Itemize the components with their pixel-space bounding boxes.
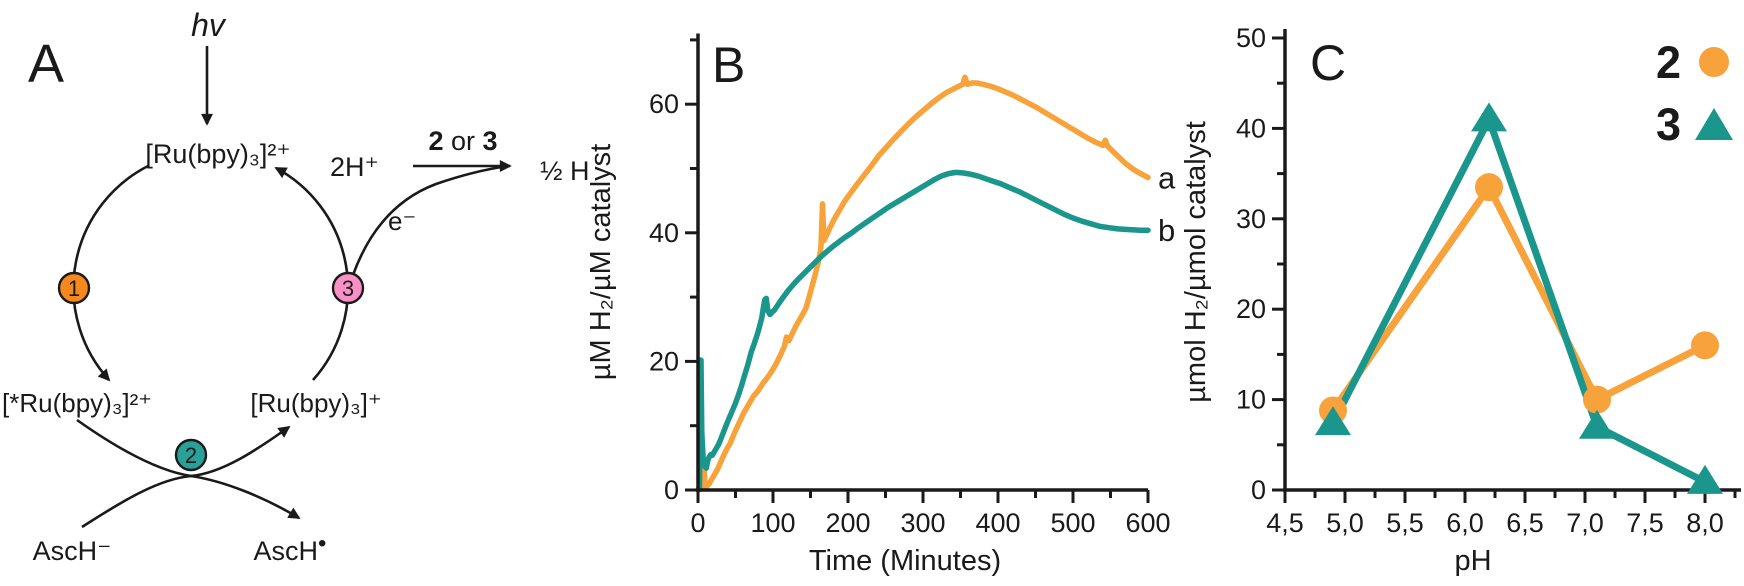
photon-label: hv [191,7,227,43]
panel-label: C [1310,35,1346,91]
x-tick-label: 300 [900,508,945,538]
donor-radical-label: AscH• [254,530,327,566]
x-tick-label: 5,5 [1386,508,1424,538]
y-tick-label: 20 [1236,294,1266,324]
x-axis-title: pH [1454,545,1491,577]
species-excited-label: [*Ru(bpy)₃]²⁺ [2,388,152,418]
x-tick-label: 7,0 [1566,508,1604,538]
cycle-arc-right [274,166,350,381]
x-tick-label: 500 [1050,508,1095,538]
step-badge-2-number: 2 [185,443,197,468]
series-b-end-label: b [1158,213,1175,248]
series-a-line [695,74,1151,493]
ph-profile-canvas: 4,5 5,0 5,5 6,0 6,5 7,0 7,5 8,0 0 10 20 30 40 50 CpH µm… [1180,23,1741,577]
time-course-canvas: 0 100 200 300 400 500 600 0 20 40 60 B Time (Minutes… [590,33,1176,577]
series-3-line [1329,115,1709,486]
y-tick-label: 40 [1236,113,1266,143]
donor-arrow-to-reduced [81,425,291,529]
step-badge-1 [57,271,91,305]
x-tick-label: 8,0 [1686,508,1724,538]
electron-transfer-curve [351,164,509,276]
x-tick-label: 0 [690,508,705,538]
y-tick-label: 10 [1236,385,1266,415]
protons-label: 2H⁺ [330,152,379,182]
x-tick-label: 4,5 [1266,508,1304,538]
y-tick-label: 50 [1236,23,1266,53]
cycle-arc-left [72,164,149,382]
series-3-marker [1579,409,1615,439]
panel-label: B [712,37,745,93]
panel-a-cycle-diagram: A hv [Ru(bpy)₃]²⁺ 1 3 [*Ru(bpy)₃]²⁺ [Ru(… [0,0,590,586]
step-badge-3-number: 3 [342,276,354,301]
panel-a-label: A [28,34,64,94]
x-tick-label: 6,5 [1506,508,1544,538]
cycle-diagram-canvas: A hv [Ru(bpy)₃]²⁺ 1 3 [*Ru(bpy)₃]²⁺ [Ru(… [2,7,590,566]
y-tick-label: 20 [649,346,679,376]
step-badge-2 [174,438,208,472]
series-2-marker [1475,173,1503,202]
series-2-marker [1691,331,1719,360]
series-b-line [695,169,1151,493]
series-a-end-label: a [1158,161,1176,196]
x-axis-title: Time (Minutes) [809,545,1001,577]
series-3-marker [1687,464,1723,494]
y-axis-title: µM H₂/µM catalyst [590,144,617,380]
step-badge-3 [331,271,365,305]
y-tick-label: 0 [1251,475,1266,505]
electron-donor-label: AscH⁻ [33,536,112,566]
y-tick-label: 30 [1236,204,1266,234]
legend-label-2: 2 [1656,37,1681,88]
x-tick-label: 400 [975,508,1020,538]
step-badge-1-number: 1 [68,276,80,301]
y-axis-title: µmol H₂/µmol catalyst [1180,121,1212,403]
x-tick-label: 200 [825,508,870,538]
series-2-line [1329,183,1709,414]
legend-label-3: 3 [1656,99,1681,150]
legend-circle-marker [1699,47,1729,77]
x-tick-label: 6,0 [1446,508,1484,538]
y-tick-label: 60 [649,89,679,119]
electron-label: e⁻ [388,206,416,236]
y-tick-label: 0 [664,475,679,505]
y-tick-label: 40 [649,218,679,248]
legend-triangle-marker [1695,108,1733,140]
catalyst-step-label: 2 or 3 [428,126,497,156]
species-reduced-label: [Ru(bpy)₃]⁺ [250,388,381,418]
series-3-marker [1315,406,1351,436]
x-tick-label: 5,0 [1326,508,1364,538]
x-tick-label: 7,5 [1626,508,1664,538]
species-top-label: [Ru(bpy)₃]²⁺ [145,139,290,169]
series-2-marker [1583,385,1611,414]
x-tick-label: 600 [1125,508,1170,538]
x-tick-label: 100 [750,508,795,538]
product-label: ½ H [540,156,590,186]
series-3-marker [1471,102,1507,132]
panel-b-time-course-chart: 0 100 200 300 400 500 600 0 20 40 60 B Time (Minutes… [590,0,1180,586]
